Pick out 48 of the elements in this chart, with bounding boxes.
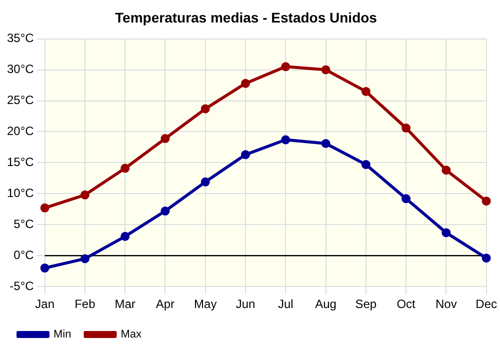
point	[80, 190, 90, 200]
point	[402, 194, 411, 204]
y-tick-label: 15°C	[7, 155, 34, 170]
point	[482, 196, 491, 206]
point	[80, 254, 90, 264]
x-tick-label: Nov	[436, 297, 457, 312]
point	[442, 166, 451, 175]
x-tick-label: Oct	[396, 297, 416, 312]
legend-label: Max	[120, 328, 142, 341]
point	[40, 203, 50, 212]
x-tick-label: Jul	[278, 297, 294, 312]
y-tick-label: 20°C	[7, 124, 34, 138]
point	[321, 138, 330, 148]
point	[402, 124, 411, 133]
point	[281, 135, 290, 144]
point	[120, 164, 130, 173]
point	[160, 134, 170, 144]
x-tick-label: Sep	[355, 297, 377, 312]
point	[241, 150, 250, 160]
x-tick-label: Feb	[74, 297, 96, 312]
point	[200, 177, 210, 186]
x-tick-label: Jan	[35, 297, 54, 312]
y-tick-label: 30°C	[7, 62, 34, 76]
point	[482, 254, 491, 263]
point	[361, 86, 370, 96]
point	[120, 232, 130, 241]
y-tick-label: 25°C	[7, 93, 34, 108]
point	[321, 65, 330, 74]
point	[40, 264, 50, 273]
point	[241, 78, 250, 88]
point	[442, 228, 451, 238]
point	[281, 62, 290, 72]
point	[200, 104, 210, 114]
y-tick-label: 0°C	[14, 248, 34, 262]
y-tick-label: 5°C	[14, 216, 34, 231]
x-tick-label: Jun	[236, 297, 256, 312]
x-tick-label: Apr	[156, 297, 175, 312]
y-tick-label: 10°C	[7, 186, 34, 200]
point	[160, 206, 170, 216]
point	[361, 160, 370, 170]
legend-label: Min	[54, 328, 72, 341]
x-tick-label: May	[194, 297, 217, 312]
x-tick-label: Aug	[315, 297, 336, 312]
y-tick-label: 35°C	[7, 31, 34, 46]
x-tick-label: Mar	[114, 297, 136, 312]
chart-title: Temperaturas medias - Estados Unidos	[115, 9, 378, 26]
y-tick-label: -5°C	[10, 278, 34, 293]
x-tick-label: Dec	[476, 297, 497, 312]
